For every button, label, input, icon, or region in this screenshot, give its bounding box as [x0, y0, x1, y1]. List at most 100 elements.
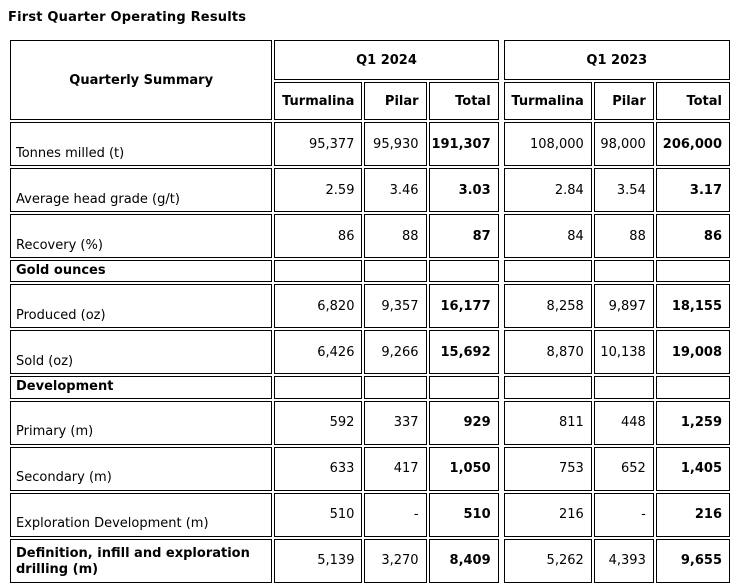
cell-value: 88	[364, 214, 427, 258]
table-row: Sold (oz) 6,426 9,266 15,692 8,870 10,138 19,0…	[10, 330, 730, 375]
cell-value: 10,138	[593, 330, 654, 375]
group-gap	[501, 40, 502, 120]
cell-value: 98,000	[593, 122, 654, 166]
cell-value: 86	[655, 214, 730, 258]
cell-value: 8,409	[428, 538, 499, 583]
cell-value: 18,155	[655, 284, 730, 329]
row-label: Average head grade (g/t)	[10, 168, 273, 212]
column-header-total-2023: Total	[655, 82, 730, 120]
cell-value: 929	[428, 400, 499, 445]
cell-value	[503, 260, 592, 283]
cell-value	[503, 376, 592, 399]
group-gap	[501, 376, 502, 398]
group-gap	[501, 168, 502, 212]
cell-value: 88	[593, 214, 654, 258]
table-row: Average head grade (g/t) 2.59 3.46 3.03 2.84…	[10, 168, 730, 212]
cell-value: 84	[503, 214, 592, 258]
cell-value: -	[593, 492, 654, 537]
cell-value: 417	[364, 446, 427, 491]
cell-value: 510	[274, 492, 363, 537]
cell-value: 19,008	[655, 330, 730, 375]
cell-value: 1,050	[428, 446, 499, 491]
cell-value: 15,692	[428, 330, 499, 375]
cell-value: 95,377	[274, 122, 363, 166]
cell-value: 652	[593, 446, 654, 491]
cell-value	[274, 376, 363, 399]
cell-value: 811	[503, 400, 592, 445]
cell-value: 5,139	[274, 538, 363, 583]
cell-value	[364, 260, 427, 283]
cell-value	[655, 260, 730, 283]
cell-value: 206,000	[655, 122, 730, 166]
cell-value: 510	[428, 492, 499, 537]
cell-value: 1,405	[655, 446, 730, 491]
cell-value: 2.59	[274, 168, 363, 212]
cell-value: 87	[428, 214, 499, 258]
group-header-row: Quarterly Summary Q1 2024 Q1 2023	[10, 40, 730, 120]
column-header-turmalina-2024: Turmalina	[274, 82, 363, 120]
cell-value: 216	[503, 492, 592, 537]
table-row: Tonnes milled (t) 95,377 95,930 191,307 108,…	[10, 122, 730, 166]
cell-value	[364, 376, 427, 399]
row-label: Gold ounces	[10, 260, 273, 283]
row-label: Tonnes milled (t)	[10, 122, 273, 166]
cell-value: 9,357	[364, 284, 427, 329]
cell-value: 633	[274, 446, 363, 491]
cell-value: 8,258	[503, 284, 592, 329]
row-label: Definition, infill and exploration drill…	[10, 538, 273, 583]
cell-value: 216	[655, 492, 730, 537]
cell-value: 191,307	[428, 122, 499, 166]
group-gap	[501, 493, 502, 537]
cell-value: 753	[503, 446, 592, 491]
row-label: Exploration Development (m)	[10, 492, 273, 537]
cell-value: 6,426	[274, 330, 363, 375]
table-body: Tonnes milled (t) 95,377 95,930 191,307 108,…	[10, 122, 730, 583]
cell-value: 3.03	[428, 168, 499, 212]
table-row: Recovery (%) 86 88 87 84 88 86	[10, 214, 730, 258]
cell-value: -	[364, 492, 427, 537]
column-header-pilar-2023: Pilar	[593, 82, 654, 120]
column-header-pilar-2024: Pilar	[364, 82, 427, 120]
row-label: Produced (oz)	[10, 284, 273, 329]
cell-value: 448	[593, 400, 654, 445]
cell-value: 1,259	[655, 400, 730, 445]
corner-header: Quarterly Summary	[10, 40, 273, 120]
cell-value	[428, 260, 499, 283]
group-gap	[501, 401, 502, 445]
row-label: Secondary (m)	[10, 446, 273, 491]
cell-value	[428, 376, 499, 399]
cell-value: 337	[364, 400, 427, 445]
group-gap	[501, 284, 502, 328]
cell-value: 3.17	[655, 168, 730, 212]
quarterly-summary-table: Quarterly Summary Q1 2024 Q1 2023 Turmal…	[8, 38, 732, 585]
group-gap	[501, 214, 502, 258]
group-gap	[501, 330, 502, 374]
cell-value: 9,266	[364, 330, 427, 375]
cell-value: 6,820	[274, 284, 363, 329]
row-label: Development	[10, 376, 273, 399]
group-header-q1-2024: Q1 2024	[274, 40, 499, 80]
row-label: Recovery (%)	[10, 214, 273, 258]
cell-value: 86	[274, 214, 363, 258]
cell-value: 592	[274, 400, 363, 445]
group-gap	[501, 260, 502, 282]
table-row: Produced (oz) 6,820 9,357 16,177 8,258 9,897 1…	[10, 284, 730, 329]
cell-value: 9,897	[593, 284, 654, 329]
table-row: Exploration Development (m) 510-510 216-21…	[10, 492, 730, 537]
cell-value: 5,262	[503, 538, 592, 583]
cell-value	[593, 376, 654, 399]
column-header-total-2024: Total	[428, 82, 499, 120]
cell-value: 8,870	[503, 330, 592, 375]
cell-value: 16,177	[428, 284, 499, 329]
table-row: Primary (m) 592 337 929 811 448 1,259	[10, 400, 730, 445]
group-header-q1-2023: Q1 2023	[503, 40, 730, 80]
cell-value	[274, 260, 363, 283]
group-gap	[501, 447, 502, 491]
cell-value: 3.54	[593, 168, 654, 212]
page-title: First Quarter Operating Results	[8, 10, 247, 25]
section-row: Gold ounces	[10, 260, 730, 283]
cell-value: 95,930	[364, 122, 427, 166]
table-row: Secondary (m) 633 417 1,050 753 652 1,405	[10, 446, 730, 491]
cell-value: 108,000	[503, 122, 592, 166]
